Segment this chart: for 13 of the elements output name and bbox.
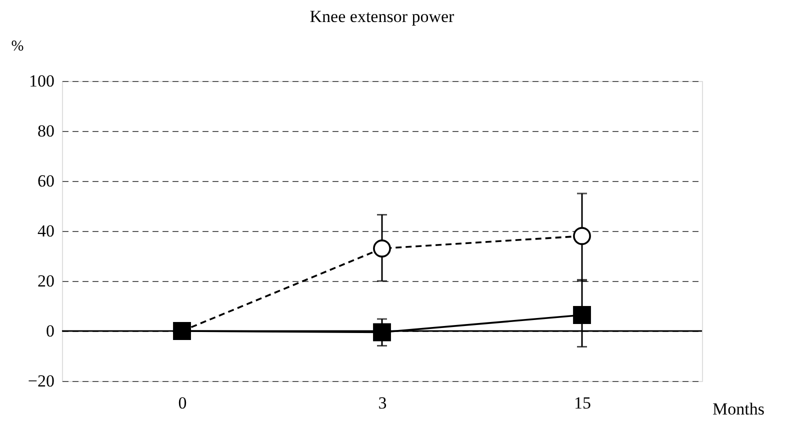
y-tick-label: 40 (38, 222, 54, 240)
y-tick-label: 20 (38, 272, 54, 290)
x-tick-label: 15 (574, 394, 591, 412)
y-tick-label: 0 (46, 322, 54, 340)
y-axis-title: % (11, 38, 24, 54)
x-tick-label: 0 (178, 394, 187, 412)
x-tick-label: 3 (378, 394, 387, 412)
y-tick-label: −20 (28, 372, 54, 390)
x-axis-title: Months (712, 400, 764, 418)
y-tick-label: 60 (38, 172, 54, 190)
y-tick-label: 100 (29, 72, 54, 90)
y-tick-label: 80 (38, 122, 54, 140)
chart-title: Knee extensor power (310, 7, 455, 26)
